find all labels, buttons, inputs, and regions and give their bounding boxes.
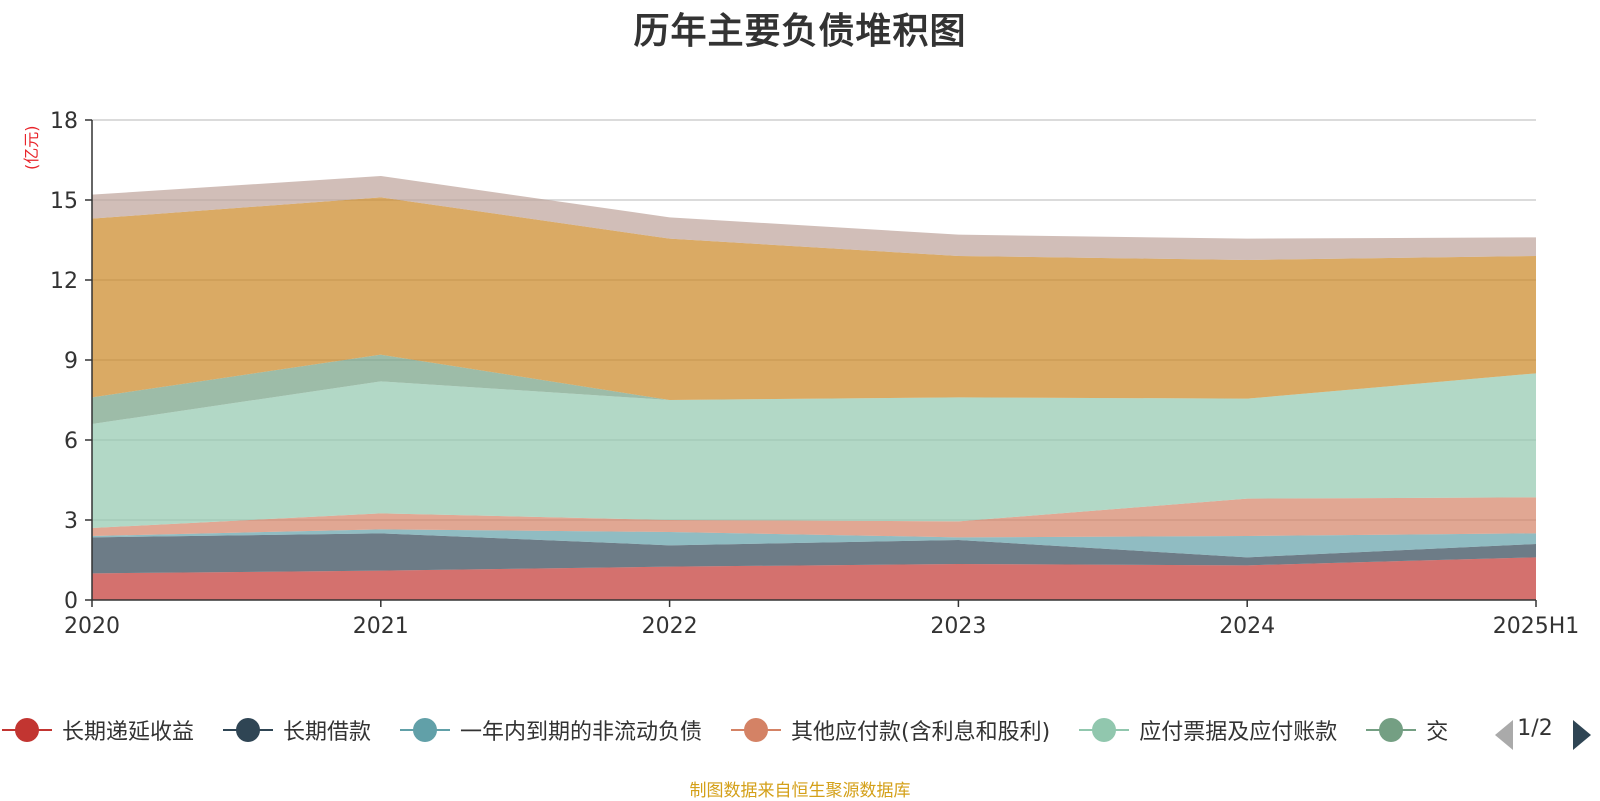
y-axis-unit-text: (亿元) <box>22 125 41 171</box>
x-tick-label: 2021 <box>353 614 409 639</box>
legend-marker-icon <box>1366 718 1417 742</box>
area-series <box>92 176 1536 260</box>
legend-label: 长期递延收益 <box>62 720 195 745</box>
x-tick-label: 2025H1 <box>1493 614 1580 639</box>
legend-marker-icon <box>731 718 782 742</box>
area-series <box>92 497 1536 538</box>
y-tick-label: 3 <box>64 509 78 534</box>
x-tick-label: 2024 <box>1219 614 1275 639</box>
chart-title: 历年主要负债堆积图 <box>633 11 967 52</box>
legend-item[interactable]: 长期递延收益 <box>2 714 194 746</box>
y-tick-label: 12 <box>50 269 78 294</box>
legend-marker-icon <box>1079 718 1130 742</box>
y-tick-label: 18 <box>50 109 78 134</box>
area-series <box>92 354 1536 424</box>
legend-label: 长期借款 <box>283 720 372 745</box>
legend: 长期递延收益 长期借款 一年内到期的非流动负债 其他应付款(含利息和股利) 应付… <box>0 714 1484 754</box>
y-tick-label: 0 <box>64 589 78 614</box>
legend-item[interactable]: 一年内到期的非流动负债 <box>400 714 702 746</box>
area-series <box>92 197 1536 400</box>
y-axis-unit-label: (亿元) <box>18 122 46 172</box>
chart-plot: 0 3 6 9 12 15 18 2020 2021 2022 2023 2024 2025H1 <box>50 109 1580 639</box>
legend-marker-icon <box>2 718 52 742</box>
x-tick-label: 2022 <box>642 614 698 639</box>
legend-item[interactable]: 应付票据及应付账款 <box>1079 714 1337 746</box>
area-series <box>92 533 1536 574</box>
legend-item[interactable]: 长期借款 <box>223 714 371 746</box>
legend-pager: 1/2 <box>1495 716 1600 756</box>
legend-item[interactable]: 交 <box>1366 714 1448 746</box>
legend-marker-icon <box>223 718 274 742</box>
y-tick-label: 6 <box>64 429 78 454</box>
y-tick-label: 9 <box>64 349 78 374</box>
area-series <box>92 373 1536 528</box>
x-tick-label: 2023 <box>930 614 986 639</box>
legend-marker-icon <box>400 718 451 742</box>
area-series <box>92 557 1536 600</box>
legend-label: 应付票据及应付账款 <box>1139 720 1338 745</box>
legend-label: 其他应付款(含利息和股利) <box>791 720 1051 745</box>
source-note: 制图数据来自恒生聚源数据库 <box>689 781 911 801</box>
legend-label: 交 <box>1426 720 1449 745</box>
triangle-right-icon[interactable] <box>1573 720 1591 750</box>
area-series <box>92 529 1536 558</box>
legend-item[interactable]: 其他应付款(含利息和股利) <box>731 714 1050 746</box>
triangle-left-icon[interactable] <box>1495 720 1513 750</box>
y-tick-label: 15 <box>50 189 78 214</box>
x-tick-label: 2020 <box>64 614 120 639</box>
legend-label: 一年内到期的非流动负债 <box>460 720 703 745</box>
legend-page-indicator: 1/2 <box>1517 716 1553 741</box>
